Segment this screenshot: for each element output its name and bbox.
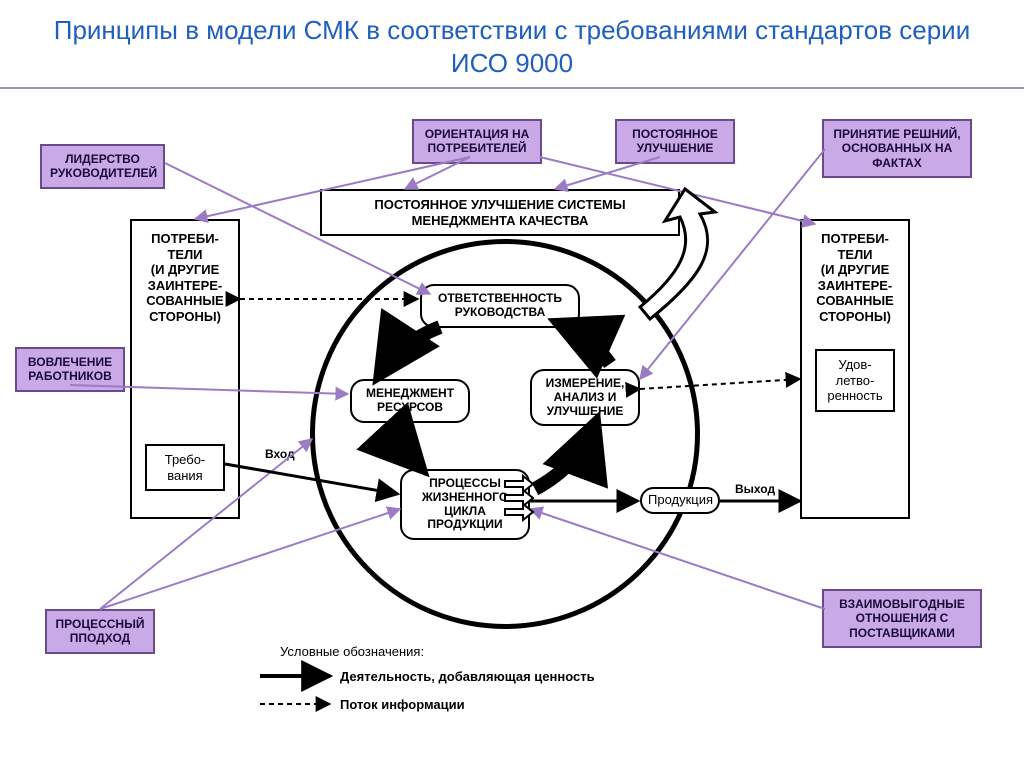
box-product: Продукция — [640, 487, 720, 514]
box-responsibility: ОТВЕТСТВЕННОСТЬ РУКОВОДСТВА — [420, 284, 580, 328]
box-resource-mgmt: МЕНЕДЖМЕНТ РЕСУРСОВ — [350, 379, 470, 423]
box-leadership: ЛИДЕРСТВО РУКОВОДИТЕЛЕЙ — [40, 144, 165, 189]
box-customer-focus: ОРИЕНТАЦИЯ НА ПОТРЕБИТЕЛЕЙ — [412, 119, 542, 164]
box-satisfaction: Удов- летво- ренность — [815, 349, 895, 412]
box-employee-involvement: ВОВЛЕЧЕНИЕ РАБОТНИКОВ — [15, 347, 125, 392]
page-title: Принципы в модели СМК в соответствии с т… — [0, 0, 1024, 85]
legend-title: Условные обозначения: — [280, 644, 424, 659]
legend-value-activity: Деятельность, добавляющая ценность — [340, 669, 595, 684]
legend-info-flow: Поток информации — [340, 697, 465, 712]
label-output: Выход — [735, 482, 775, 496]
box-measurement: ИЗМЕРЕНИЕ, АНАЛИЗ И УЛУЧШЕНИЕ — [530, 369, 640, 426]
box-process-approach: ПРОЦЕССНЫЙ ППОДХОД — [45, 609, 155, 654]
box-factual-decisions: ПРИНЯТИЕ РЕШНИЙ, ОСНОВАННЫХ НА ФАКТАХ — [822, 119, 972, 178]
diagram-stage: ЛИДЕРСТВО РУКОВОДИТЕЛЕЙ ОРИЕНТАЦИЯ НА ПО… — [0, 89, 1024, 768]
box-requirements: Требо- вания — [145, 444, 225, 491]
box-improvement-system: ПОСТОЯННОЕ УЛУЧШЕНИЕ СИСТЕМЫ МЕНЕДЖМЕНТА… — [320, 189, 680, 236]
box-continual-improvement: ПОСТОЯННОЕ УЛУЧШЕНИЕ — [615, 119, 735, 164]
label-input: Вход — [265, 447, 295, 461]
box-lifecycle: ПРОЦЕССЫ ЖИЗНЕННОГО ЦИКЛА ПРОДУКЦИИ — [400, 469, 530, 540]
box-supplier-relations: ВЗАИМОВЫГОДНЫЕ ОТНОШЕНИЯ С ПОСТАВЩИКАМИ — [822, 589, 982, 648]
